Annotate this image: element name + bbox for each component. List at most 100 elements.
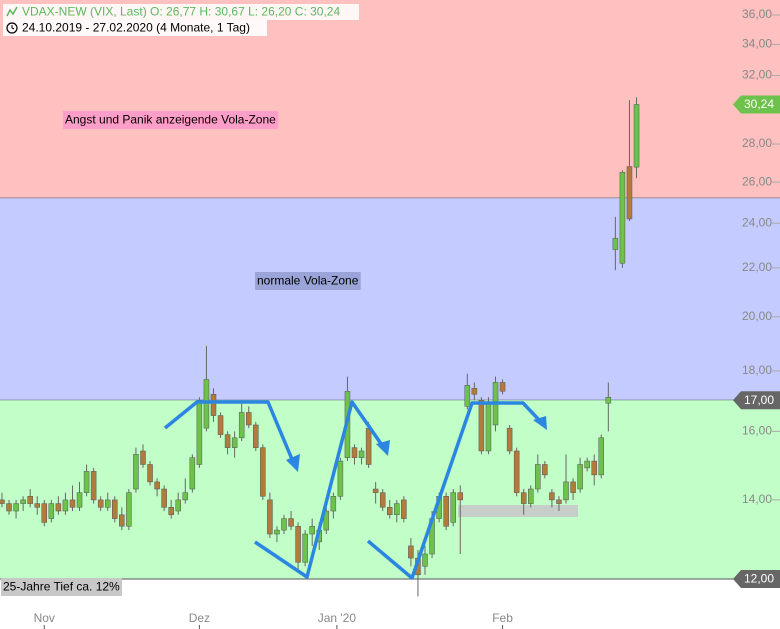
candle-body <box>626 166 633 220</box>
zone-label: Angst und Panik anzeigende Vola-Zone <box>65 113 276 127</box>
candle-body <box>260 447 266 497</box>
candle-body <box>55 503 62 512</box>
candle-body <box>633 104 640 168</box>
title-bg <box>3 4 359 20</box>
candle-body <box>224 434 231 448</box>
candle-body <box>119 514 125 527</box>
candle-body <box>97 499 104 508</box>
level-label: 17,00 <box>744 393 774 407</box>
y-tick-label: 32,00 <box>742 68 772 82</box>
candle-body <box>570 481 576 493</box>
candle-body <box>161 488 167 508</box>
candle-body <box>295 525 301 563</box>
arrow <box>254 400 386 579</box>
candle-body <box>499 382 506 392</box>
level-label: 30,24 <box>744 97 774 111</box>
candle-body <box>281 518 287 531</box>
candle-body <box>189 457 196 490</box>
candle-body <box>549 492 555 501</box>
candle-body <box>513 450 520 493</box>
candle-body <box>41 503 48 523</box>
x-tick-label: Dez <box>189 611 210 625</box>
y-tick-label: 22,00 <box>742 260 772 274</box>
candle-body <box>288 518 294 527</box>
candle-body <box>267 499 273 535</box>
candle-body <box>196 399 203 465</box>
candle-body <box>27 496 33 504</box>
candle-body <box>112 499 118 519</box>
arrow-head <box>376 440 390 456</box>
axis: 14,00 16,00 18,00 20,00 22,00 24,00 26,00 28,00… <box>34 7 780 629</box>
candles <box>0 97 640 597</box>
candle-body <box>69 499 76 508</box>
candle-body <box>274 529 280 535</box>
candle-body <box>13 503 19 512</box>
candle-body <box>422 553 428 567</box>
candle-body <box>0 499 5 504</box>
candle-body <box>140 450 146 465</box>
candle-body <box>598 437 605 476</box>
candle-body <box>90 471 97 501</box>
candle-body <box>408 545 414 559</box>
y-tick-label: 24,00 <box>742 215 772 229</box>
candle-body <box>577 464 583 490</box>
candle-body <box>365 427 372 465</box>
labels: Angst und Panik anzeigende Vola-Zone norm… <box>1 95 780 596</box>
candle-body <box>309 525 315 535</box>
candle-body <box>175 499 181 512</box>
candle-body <box>34 503 40 508</box>
candle-body <box>210 393 217 416</box>
chart-title: VDAX-NEW (VIX, Last) O: 26,77 H: 30,67 L… <box>22 5 340 19</box>
candle-body <box>372 488 379 493</box>
candle-body <box>76 492 83 508</box>
candle-body <box>478 399 485 452</box>
candle-body <box>231 437 238 448</box>
y-tick-label: 36,00 <box>742 7 772 21</box>
candle-body <box>104 499 111 508</box>
candle-body <box>506 427 513 452</box>
arrow <box>163 400 296 465</box>
y-tick-label: 18,00 <box>742 363 772 377</box>
candle-body <box>471 388 478 395</box>
candle-body <box>168 507 174 516</box>
zone-label-bg <box>1 578 123 596</box>
candle-body <box>6 503 12 512</box>
candle-body <box>253 424 259 448</box>
y-tick-label: 20,00 <box>742 309 772 323</box>
candle-body <box>485 403 492 452</box>
candle-body <box>394 503 400 516</box>
arrow-head <box>286 454 300 472</box>
candle-body <box>203 379 210 429</box>
zone <box>0 198 780 401</box>
zone-label: normale Vola-Zone <box>257 274 359 288</box>
candle-body <box>619 172 626 264</box>
candle-body <box>323 510 330 531</box>
candle-body <box>556 499 562 504</box>
candle-body <box>464 385 471 407</box>
candle-body <box>520 492 527 504</box>
level-badge <box>733 95 780 114</box>
y-tick-label: 26,00 <box>742 174 772 188</box>
candle-body <box>147 464 153 483</box>
arrow-heads <box>286 416 547 472</box>
level-label: 12,00 <box>744 572 774 586</box>
candle-body <box>584 460 590 469</box>
y-tick-label: 28,00 <box>742 136 772 150</box>
candle-body <box>605 396 612 404</box>
candle-body <box>563 481 569 501</box>
candle-body <box>337 460 344 497</box>
candle-body <box>612 238 619 250</box>
candle-body <box>154 481 160 490</box>
zone-label-bg <box>255 272 361 290</box>
arrow <box>366 401 543 580</box>
icon <box>6 6 18 17</box>
arrow-head <box>533 416 547 430</box>
icon <box>11 25 15 30</box>
zone <box>0 400 780 580</box>
candle-body <box>450 492 456 523</box>
x-tick-label: Feb <box>492 611 513 625</box>
candle-body <box>62 499 69 512</box>
candle-body <box>351 447 358 458</box>
